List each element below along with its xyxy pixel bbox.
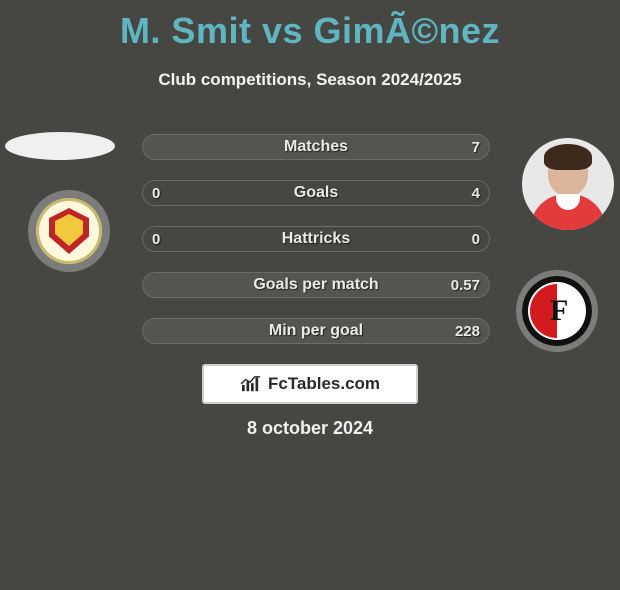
stat-label: Goals (142, 180, 490, 206)
chart-icon (240, 375, 262, 393)
date-label: 8 october 2024 (0, 418, 620, 439)
stat-label: Min per goal (142, 318, 490, 344)
stat-label: Matches (142, 134, 490, 160)
stat-label: Hattricks (142, 226, 490, 252)
fctables-label: FcTables.com (268, 374, 380, 394)
stat-row-hattricks: 0Hattricks0 (140, 224, 492, 254)
stat-value-right: 228 (455, 318, 480, 344)
stat-row-min-per-goal: Min per goal228 (140, 316, 492, 346)
stats-rows: Matches70Goals40Hattricks0Goals per matc… (140, 132, 492, 362)
stat-value-right: 7 (472, 134, 480, 160)
fctables-watermark: FcTables.com (202, 364, 418, 404)
stat-row-goals: 0Goals4 (140, 178, 492, 208)
stat-value-right: 0.57 (451, 272, 480, 298)
stat-value-right: 0 (472, 226, 480, 252)
subtitle: Club competitions, Season 2024/2025 (0, 70, 620, 90)
player-right-avatar (522, 138, 614, 230)
page-title: M. Smit vs GimÃ©nez (0, 10, 620, 52)
club-right-badge: F (516, 270, 598, 352)
stat-row-matches: Matches7 (140, 132, 492, 162)
stat-label: Goals per match (142, 272, 490, 298)
stat-row-goals-per-match: Goals per match0.57 (140, 270, 492, 300)
player-left-avatar (5, 132, 115, 160)
club-left-badge (28, 190, 110, 272)
stat-value-right: 4 (472, 180, 480, 206)
